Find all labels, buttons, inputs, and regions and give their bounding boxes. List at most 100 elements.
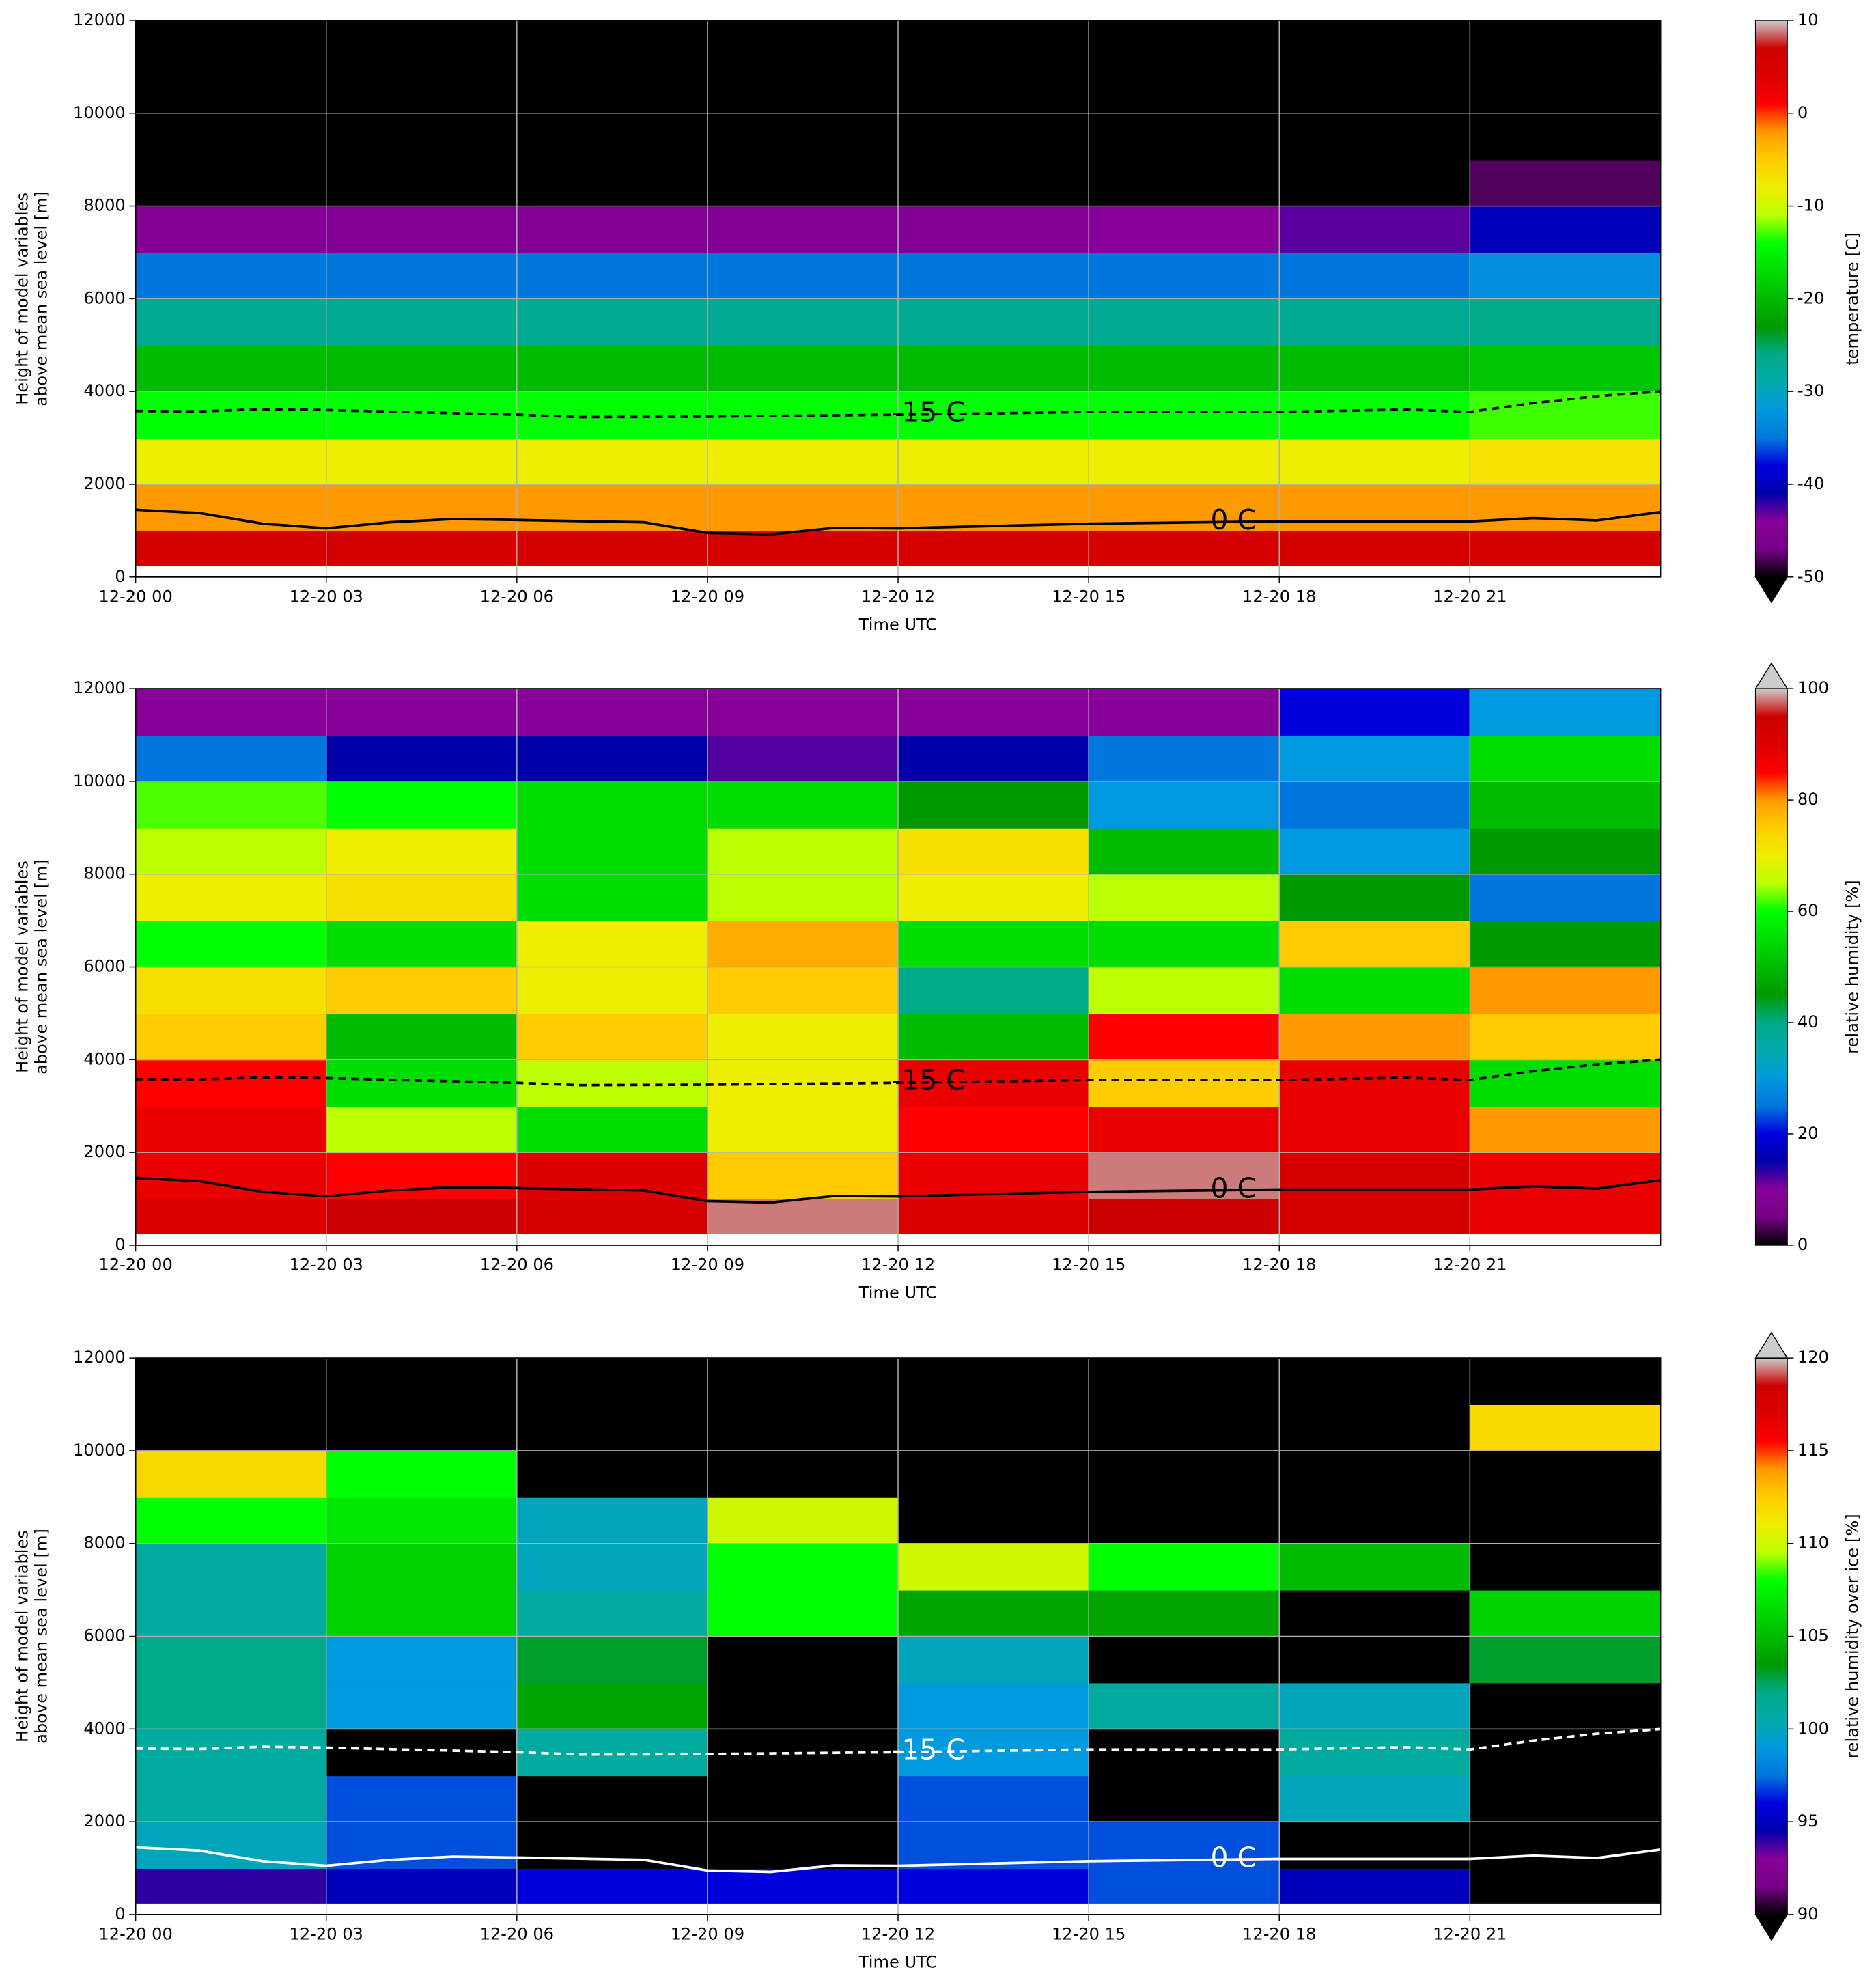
heatmap-cell <box>1470 1199 1662 1234</box>
y-tick-label: 6000 <box>83 288 125 307</box>
x-tick-label: 12-20 00 <box>98 1925 172 1944</box>
x-tick-label: 12-20 21 <box>1433 1255 1507 1275</box>
heatmap-cell <box>1470 1152 1662 1199</box>
heatmap-cell <box>898 252 1090 300</box>
y-axis-label: Height of model variables <box>12 193 31 405</box>
heatmap-cell <box>1470 530 1662 566</box>
heatmap-cell <box>135 206 327 253</box>
heatmap-cell <box>1089 1589 1280 1637</box>
heatmap-cell <box>135 484 327 531</box>
heatmap-cell <box>326 1589 518 1637</box>
colorbar <box>1754 688 1788 1246</box>
heatmap-cell <box>135 20 327 68</box>
colorbar <box>1754 20 1788 578</box>
colorbar-extend-min <box>1754 1914 1789 1941</box>
colorbar-tick-label: 0 <box>1797 103 1808 122</box>
contour-label: -15 C <box>892 1064 966 1097</box>
colorbar-tick-label: 10 <box>1797 10 1819 29</box>
heatmap-cell <box>326 689 518 736</box>
heatmap-cell <box>898 159 1090 207</box>
heatmap-cell <box>135 1822 327 1869</box>
heatmap-cell <box>516 1404 708 1451</box>
heatmap-cell <box>326 345 518 393</box>
heatmap-cell <box>135 1059 327 1107</box>
heatmap-cell <box>707 1059 899 1107</box>
y-tick-label: 6000 <box>83 1626 125 1645</box>
heatmap-cell <box>707 530 899 566</box>
heatmap-cell <box>326 1013 518 1061</box>
contour-label: 0 C <box>1211 1841 1257 1874</box>
heatmap-cell <box>1089 1450 1280 1498</box>
heatmap-cell <box>135 1868 327 1904</box>
heatmap-cell <box>898 1543 1090 1591</box>
heatmap-cell <box>707 1729 899 1777</box>
heatmap-cell <box>326 1543 518 1591</box>
heatmap-cell <box>898 1404 1090 1451</box>
heatmap-cell <box>1089 206 1280 253</box>
heatmap-cell <box>516 206 708 253</box>
heatmap-cell <box>516 1013 708 1061</box>
panel: -15 C 0 C 12-20 00 12-20 03 12-20 06 12-20 09… <box>12 10 1862 634</box>
y-tick-label: 0 <box>115 1904 125 1923</box>
heatmap-cell <box>898 735 1090 782</box>
contour-line <box>135 390 1661 419</box>
heatmap-cell <box>1470 1450 1662 1498</box>
heatmap-cell <box>135 438 327 485</box>
heatmap-cell <box>707 1106 899 1154</box>
x-tick-label: 12-20 18 <box>1242 587 1316 606</box>
heatmap-cell <box>1279 1059 1471 1107</box>
heatmap-cell <box>1470 1013 1662 1061</box>
heatmap-cell <box>135 252 327 300</box>
colorbar-extend-min <box>1754 576 1789 604</box>
x-tick-label: 12-20 21 <box>1433 587 1507 606</box>
heatmap-cell <box>898 874 1090 921</box>
heatmap-cell <box>707 1589 899 1637</box>
heatmap-cell <box>516 874 708 921</box>
heatmap-cell <box>898 1497 1090 1544</box>
heatmap-cell <box>135 159 327 207</box>
heatmap-cell <box>898 530 1090 566</box>
heatmap-cell <box>1470 1775 1662 1823</box>
heatmap-cell <box>1279 1404 1471 1451</box>
heatmap-cell <box>707 298 899 346</box>
heatmap-cell <box>326 159 518 207</box>
y-tick-label: 4000 <box>83 1049 125 1068</box>
heatmap-cell <box>898 1775 1090 1823</box>
heatmap-cell <box>1089 298 1280 346</box>
heatmap-cell <box>1470 689 1662 736</box>
heatmap-cell <box>135 1729 327 1777</box>
heatmap-cell <box>1470 66 1662 114</box>
heatmap-cell <box>1279 66 1471 114</box>
heatmap-cell <box>1470 1636 1662 1684</box>
heatmap-cell <box>1279 689 1471 736</box>
heatmap-cell <box>1089 1775 1280 1823</box>
heatmap-cell <box>516 298 708 346</box>
colorbar-tick-label: 100 <box>1797 1719 1829 1738</box>
heatmap-cell <box>326 66 518 114</box>
heatmap-cell <box>1089 159 1280 207</box>
heatmap-cell <box>898 689 1090 736</box>
x-axis-label: Time UTC <box>858 615 937 634</box>
heatmap-cell <box>516 920 708 968</box>
heatmap-cell <box>1089 1199 1280 1234</box>
heatmap-cell <box>1089 1013 1280 1061</box>
heatmap-cell <box>135 66 327 114</box>
x-tick-label: 12-20 00 <box>98 587 172 606</box>
heatmap-cell <box>1089 874 1280 921</box>
heatmap-cell <box>898 1358 1090 1405</box>
heatmap-cell <box>1470 1589 1662 1637</box>
y-tick-label: 0 <box>115 1235 125 1254</box>
heatmap-cell <box>1089 113 1280 161</box>
heatmap-cell <box>135 1152 327 1199</box>
heatmap-cell <box>707 1822 899 1869</box>
heatmap-cell <box>1470 1059 1662 1107</box>
heatmap-cell <box>1279 735 1471 782</box>
heatmap-cell <box>516 1497 708 1544</box>
heatmap-cell <box>707 438 899 485</box>
heatmap-cell <box>326 530 518 566</box>
heatmap-cell <box>707 391 899 439</box>
heatmap-cell <box>898 920 1090 968</box>
y-tick-label: 0 <box>115 567 125 586</box>
heatmap-cell <box>326 874 518 921</box>
heatmap-cell <box>326 113 518 161</box>
